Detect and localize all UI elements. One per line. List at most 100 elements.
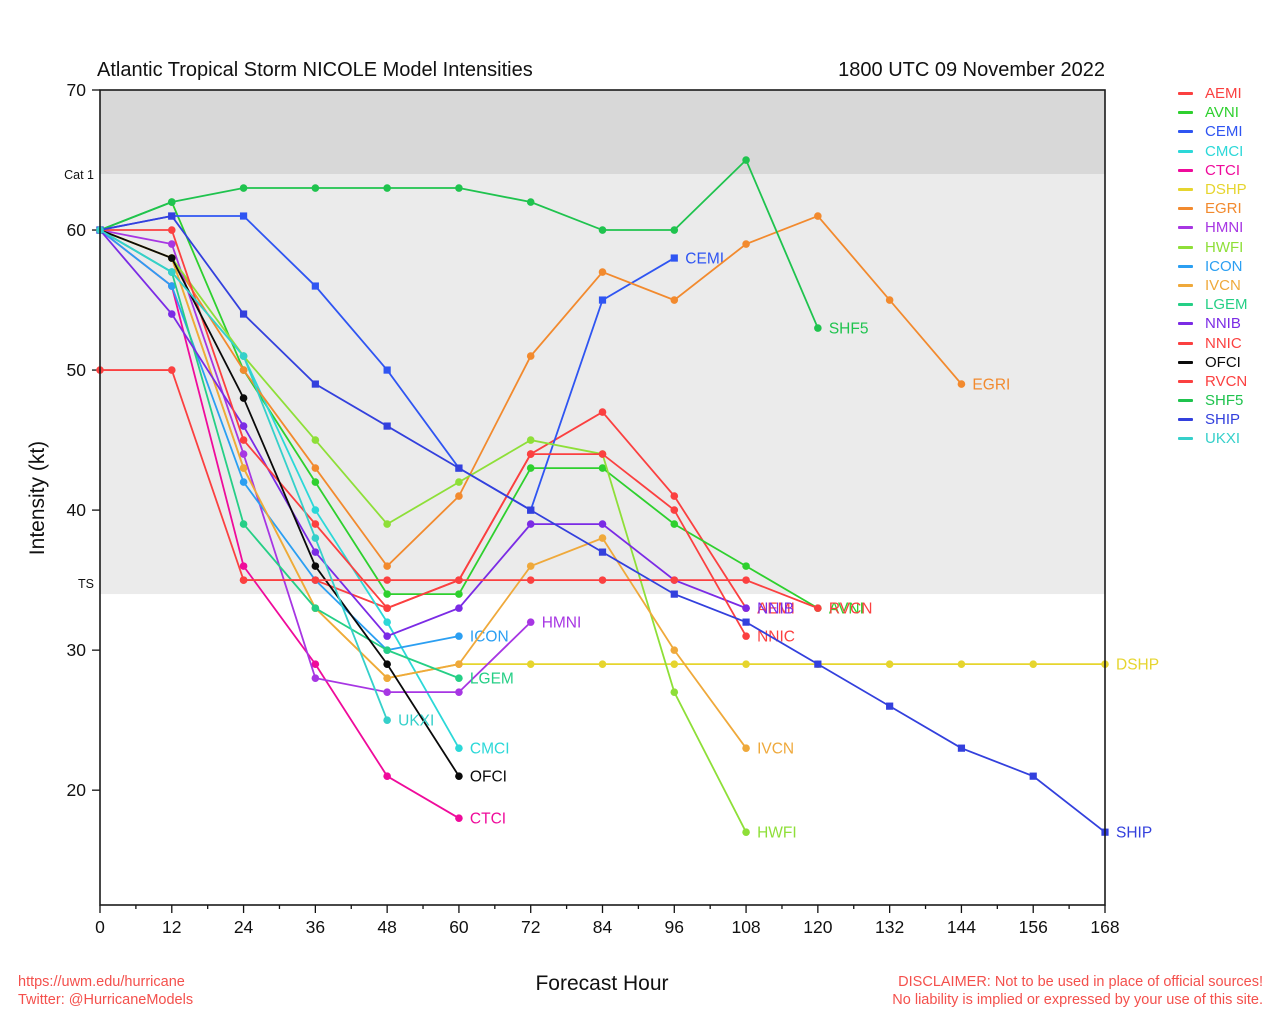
legend-swatch-rvcn: [1178, 379, 1193, 383]
series-marker-DSHP-108: [742, 660, 750, 668]
series-marker-CEMI-48: [383, 366, 391, 374]
series-marker-HWFI-36: [311, 436, 320, 444]
series-marker-EGRI-120: [814, 212, 822, 220]
series-end-label-CEMI: CEMI: [685, 251, 724, 268]
series-end-label-NNIB: NNIB: [757, 601, 794, 618]
chart-title: Atlantic Tropical Storm NICOLE Model Int…: [97, 59, 533, 81]
series-marker-AEMI-12: [167, 366, 176, 374]
series-marker-IVCN-60: [455, 660, 463, 668]
legend-label-ctci: CTCI: [1205, 161, 1240, 179]
series-marker-RVCN-60: [455, 576, 463, 584]
series-marker-SHF5-60: [455, 184, 463, 192]
series-marker-HWFI-72: [526, 436, 535, 444]
series-marker-AEMI-96: [670, 492, 679, 500]
series-marker-IVCN-96: [670, 646, 679, 654]
series-marker-HMNI-36: [311, 674, 320, 682]
intensity-band-2: [100, 594, 1105, 905]
series-marker-LGEM-60: [455, 674, 463, 682]
legend-label-hmni: HMNI: [1205, 219, 1244, 237]
site-url[interactable]: https://uwm.edu/hurricane: [18, 974, 185, 990]
series-marker-HMNI-72: [526, 618, 535, 626]
series-marker-HMNI-12: [167, 240, 176, 248]
series-marker-UKXI-36: [311, 534, 320, 542]
series-line-ICON: [99, 229, 460, 652]
legend-item-ukxi: UKXI: [1178, 429, 1248, 448]
series-marker-ICON-24: [239, 478, 248, 486]
series-marker-SHF5-12: [167, 198, 176, 206]
legend-label-aemi: AEMI: [1205, 85, 1242, 103]
series-marker-EGRI-144: [957, 380, 966, 388]
series-marker-NNIB-84: [598, 520, 607, 528]
series-end-label-EGRI: EGRI: [972, 377, 1010, 394]
x-tick-label-168: 168: [1090, 917, 1119, 937]
legend-label-icon: ICON: [1205, 257, 1243, 275]
series-marker-NNIC-48: [383, 604, 391, 612]
series-marker-CTCI-60: [455, 814, 463, 822]
series-marker-RVCN-108: [742, 576, 750, 584]
legend-swatch-aemi: [1178, 92, 1193, 96]
legend-item-ship: SHIP: [1178, 410, 1248, 429]
series-end-label-CTCI: CTCI: [470, 811, 506, 828]
series-marker-AVNI-84: [598, 464, 607, 472]
series-marker-SHIP-72: [527, 506, 535, 514]
y-tick-label-50: 50: [67, 360, 87, 380]
series-marker-EGRI-132: [885, 296, 894, 304]
series-marker-CMCI-36: [311, 506, 320, 514]
series-marker-EGRI-108: [742, 240, 750, 248]
series-marker-NNIC-24: [239, 436, 248, 444]
series-marker-IVCN-24: [239, 464, 248, 472]
x-tick-label-60: 60: [449, 917, 469, 937]
series-marker-ICON-12: [167, 282, 176, 290]
y-tick-label-70: 70: [67, 80, 87, 100]
series-marker-OFCI-48: [383, 660, 391, 668]
series-marker-NNIB-60: [455, 604, 463, 612]
x-tick-label-108: 108: [731, 917, 760, 937]
legend-item-dshp: DSHP: [1178, 180, 1248, 199]
series-marker-EGRI-24: [239, 366, 248, 374]
intensity-band-0: [100, 90, 1105, 175]
x-tick-label-156: 156: [1019, 917, 1048, 937]
legend-item-hmni: HMNI: [1178, 218, 1248, 237]
legend-swatch-avni: [1178, 111, 1193, 115]
y-tick-label-30: 30: [67, 640, 87, 660]
x-tick-label-96: 96: [665, 917, 684, 937]
legend-item-nnib: NNIB: [1178, 314, 1248, 333]
legend-label-cemi: CEMI: [1205, 123, 1243, 141]
series-marker-SHF5-108: [742, 156, 750, 164]
twitter-handle[interactable]: Twitter: @HurricaneModels: [18, 992, 194, 1008]
series-marker-NNIC-96: [670, 506, 679, 514]
y-tick-label-60: 60: [67, 220, 87, 240]
series-marker-CEMI-84: [598, 296, 607, 304]
legend-label-nnib: NNIB: [1205, 315, 1241, 333]
series-marker-IVCN-72: [526, 562, 535, 570]
series-marker-DSHP-72: [526, 660, 535, 668]
series-end-label-SHF5: SHF5: [829, 321, 869, 338]
legend-swatch-ship: [1178, 418, 1193, 422]
x-tick-label-120: 120: [803, 917, 832, 937]
series-marker-HMNI-60: [455, 688, 463, 696]
series-marker-DSHP-96: [670, 660, 679, 668]
series-marker-DSHP-144: [957, 660, 966, 668]
legend-swatch-hwfi: [1178, 245, 1193, 249]
series-marker-CTCI-24: [239, 562, 248, 570]
series-end-label-HMNI: HMNI: [542, 615, 582, 632]
legend-swatch-cmci: [1178, 149, 1193, 153]
series-end-label-AVNI: AVNI: [829, 601, 864, 618]
legend-swatch-shf5: [1178, 399, 1193, 403]
legend-label-ofci: OFCI: [1205, 353, 1241, 371]
series-marker-SHIP-48: [383, 422, 391, 430]
series-marker-NNIB-72: [526, 520, 535, 528]
series-marker-RVCN-96: [670, 576, 679, 584]
x-tick-label-48: 48: [377, 917, 396, 937]
series-marker-IVCN-108: [742, 744, 750, 752]
legend-label-dshp: DSHP: [1205, 181, 1247, 199]
series-marker-IVCN-48: [383, 674, 391, 682]
series-marker-SHIP-24: [239, 310, 248, 318]
series-marker-AVNI-108: [742, 562, 750, 570]
x-tick-label-144: 144: [947, 917, 976, 937]
x-tick-label-132: 132: [875, 917, 904, 937]
series-marker-OFCI-12: [167, 254, 176, 262]
threshold-label-cat-1: Cat 1: [64, 168, 94, 182]
series-marker-EGRI-36: [311, 464, 320, 472]
series-line-OFCI: [99, 229, 460, 777]
